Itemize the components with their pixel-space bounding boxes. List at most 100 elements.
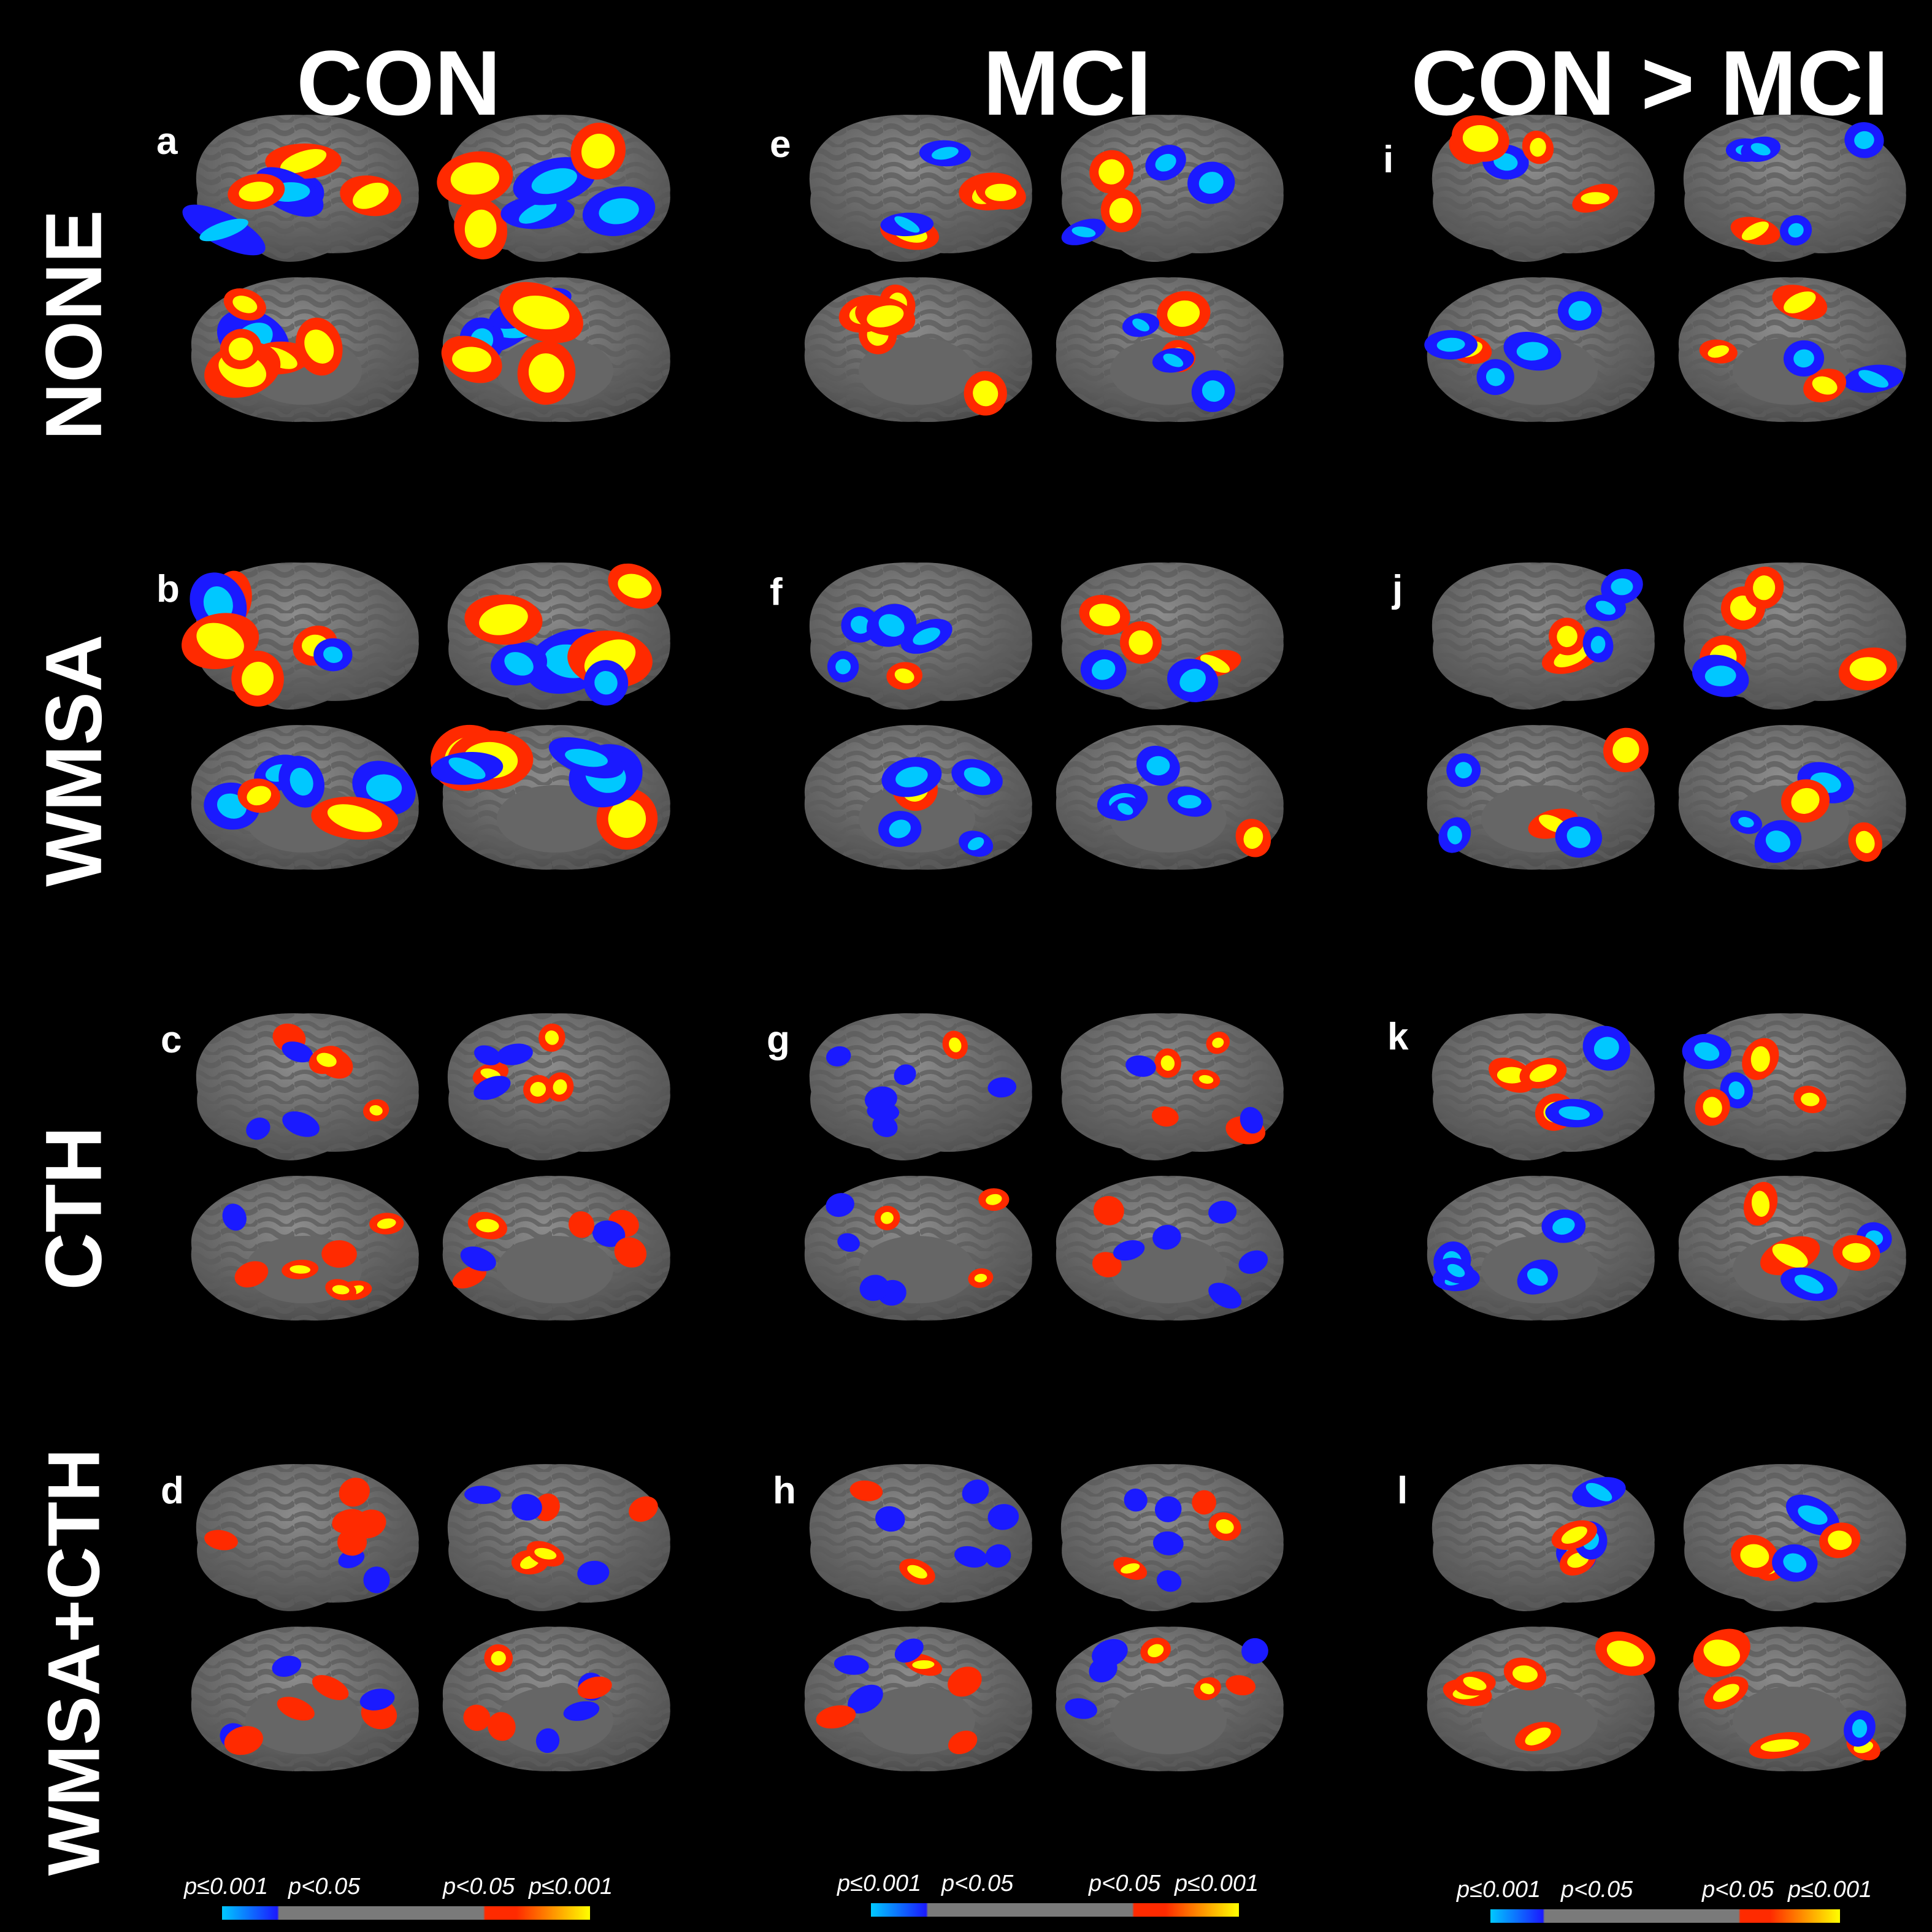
activation-positive-strong	[491, 1650, 506, 1666]
activation-negative-strong	[1071, 226, 1096, 237]
colorbar-1-label-pos-strong: p≤0.001	[529, 1874, 613, 1899]
panel-k-brains	[1427, 1013, 1906, 1321]
activation-positive-strong	[986, 1194, 1002, 1205]
panel-letter-a: a	[156, 120, 178, 163]
hemisphere-4	[442, 1176, 670, 1321]
activation-positive-strong	[1760, 1739, 1799, 1752]
activation-positive-strong	[1098, 159, 1125, 185]
hemisphere-1	[1432, 115, 1655, 262]
medial-wall	[1733, 1687, 1849, 1754]
activation-negative-strong	[1765, 830, 1791, 853]
activation-positive-strong	[1554, 645, 1589, 667]
activation-positive-strong	[479, 604, 528, 635]
hemisphere-4	[1056, 1176, 1284, 1321]
activation-negative	[460, 1246, 496, 1271]
activation-positive-strong	[464, 209, 497, 248]
hemisphere-3	[1427, 1627, 1655, 1771]
activation-negative-strong	[1858, 370, 1888, 388]
activation-negative	[848, 1684, 883, 1714]
activation-positive	[204, 1530, 238, 1551]
activation-negative	[987, 1504, 1019, 1530]
activation-negative-strong	[323, 646, 343, 663]
activation-positive-strong	[513, 296, 570, 330]
panel-a-brains	[182, 115, 670, 422]
activation-positive-strong	[369, 1105, 383, 1116]
activation-negative	[1208, 1282, 1242, 1309]
activation-negative-strong	[1798, 1505, 1828, 1525]
panel-letter-f: f	[770, 571, 783, 613]
hemisphere-2	[447, 1464, 670, 1611]
hemisphere-1	[809, 562, 1032, 710]
hemisphere-2	[437, 115, 670, 262]
hemisphere-1	[182, 562, 419, 710]
activation-negative-strong	[448, 757, 486, 780]
activation-negative-strong	[1728, 1081, 1745, 1100]
activation-positive-strong	[304, 329, 334, 364]
activation-positive-strong	[1212, 1037, 1224, 1048]
panel-c-brains	[191, 1013, 670, 1321]
activation-negative-strong	[850, 616, 870, 634]
activation-negative-strong	[889, 819, 911, 838]
activation-negative-strong	[504, 652, 534, 676]
activation-positive-strong	[1581, 192, 1610, 205]
hemisphere-2	[1060, 115, 1284, 262]
column-header-mci: MCI	[983, 31, 1152, 134]
activation-negative	[875, 1506, 905, 1532]
activation-negative	[222, 1203, 247, 1231]
panel-f-brains	[804, 562, 1284, 870]
activation-positive-strong	[327, 804, 382, 832]
activation-positive	[463, 1704, 491, 1731]
activation-negative-strong	[1132, 318, 1150, 332]
activation-negative	[563, 1701, 600, 1721]
activation-positive-strong	[353, 182, 389, 209]
colorbar-3-label-pos-strong: p≤0.001	[1788, 1877, 1873, 1903]
panel-letter-j: j	[1392, 568, 1403, 610]
activation-positive-strong	[239, 182, 274, 202]
activation-positive	[849, 1480, 883, 1501]
activation-positive	[629, 1496, 658, 1522]
activation-negative-strong	[1198, 172, 1224, 194]
colorbar-1-label-neg-strong: p≤0.001	[184, 1874, 269, 1899]
activation-negative-strong	[1793, 349, 1814, 368]
activation-negative-strong	[1593, 1037, 1619, 1060]
panel-g-brains	[804, 1013, 1284, 1321]
colorbar-2-label-pos-weak: p<0.05	[1089, 1871, 1161, 1896]
activation-positive	[224, 1726, 263, 1755]
activation-negative-strong	[1447, 1263, 1465, 1278]
activation-negative	[282, 1111, 320, 1137]
hemisphere-4	[441, 277, 670, 422]
medial-wall	[859, 1687, 975, 1754]
activation-positive-strong	[1812, 376, 1838, 395]
activation-negative-strong	[931, 147, 959, 160]
activation-negative-strong	[1704, 665, 1736, 686]
activation-negative	[987, 1077, 1017, 1098]
activation-positive-strong	[332, 1285, 350, 1295]
hemisphere-3	[191, 277, 419, 422]
activation-positive-strong	[949, 1037, 962, 1052]
medial-wall	[1110, 1687, 1227, 1754]
activation-negative-strong	[1117, 803, 1133, 815]
activation-negative-strong	[594, 671, 618, 695]
hemisphere-1	[1432, 1464, 1655, 1611]
activation-negative	[1065, 1698, 1097, 1719]
hemisphere-2	[1683, 1464, 1906, 1611]
activation-positive	[452, 1265, 487, 1289]
activation-positive-strong	[1703, 1097, 1722, 1118]
activation-positive-strong	[1784, 291, 1816, 313]
activation-positive-strong	[907, 1565, 927, 1579]
activation-positive-strong	[1512, 1665, 1538, 1683]
colorbar-3-label-neg-weak: p<0.05	[1561, 1877, 1633, 1903]
activation-positive	[321, 1240, 357, 1268]
activation-negative-strong	[1788, 223, 1804, 238]
activation-positive-strong	[985, 183, 1016, 201]
hemisphere-2	[1060, 562, 1284, 710]
hemisphere-4	[1678, 277, 1906, 422]
activation-negative-strong	[1178, 795, 1202, 809]
activation-positive	[339, 1478, 370, 1507]
hemisphere-1	[809, 1464, 1032, 1611]
colorbar-3	[1490, 1909, 1840, 1923]
activation-negative-strong	[1155, 153, 1176, 172]
activation-negative-strong	[1447, 826, 1462, 845]
hemisphere-4	[1678, 725, 1906, 870]
panel-letter-d: d	[161, 1470, 184, 1512]
